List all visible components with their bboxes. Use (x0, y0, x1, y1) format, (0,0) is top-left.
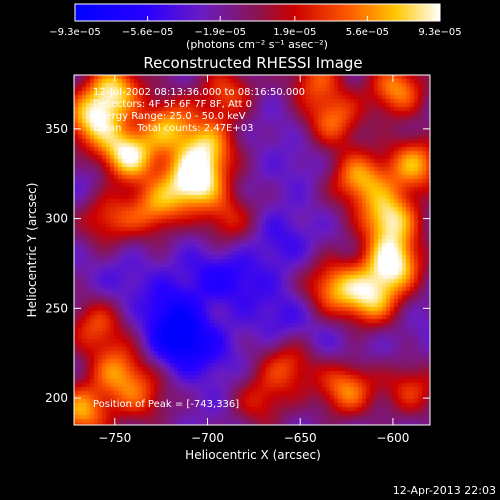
x-tick-label: −700 (191, 431, 224, 445)
annotation-time: 12-Jul-2002 08:13:36.000 to 08:16:50.000 (93, 87, 305, 98)
annotation-counts: Clean Total counts: 2.47E+03 (93, 123, 253, 134)
peak-position-label: Position of Peak = [-743,336] (93, 399, 239, 410)
y-tick-label: 300 (45, 212, 68, 226)
chart-title: Reconstructed RHESSI Image (143, 54, 362, 72)
x-tick-label: −650 (284, 431, 317, 445)
colorbar-tick-label: 9.3e−05 (418, 27, 461, 38)
x-axis-label: Heliocentric X (arcsec) (185, 448, 321, 462)
annotation-energy: Energy Range: 25.0 - 50.0 keV (93, 111, 246, 122)
plot-frame (73, 74, 431, 426)
annotation-detectors: Detectors: 4F 5F 6F 7F 8F, Att 0 (93, 99, 252, 110)
y-tick-label: 350 (45, 122, 68, 136)
colorbar-tick-label: −5.6e−05 (122, 27, 174, 38)
timestamp: 12-Apr-2013 22:03 (393, 484, 496, 497)
colorbar (74, 3, 441, 22)
y-tick-label: 200 (45, 391, 68, 405)
annotation-block: 12-Jul-2002 08:13:36.000 to 08:16:50.000… (93, 87, 305, 134)
heatmap-image (74, 75, 430, 425)
x-tick-label: −600 (376, 431, 409, 445)
colorbar-tick-label: 5.6e−05 (346, 27, 389, 38)
colorbar-units: (photons cm⁻² s⁻¹ asec⁻²) (186, 38, 328, 51)
y-axis-label: Heliocentric Y (arcsec) (25, 183, 39, 318)
y-tick-label: 250 (45, 301, 68, 315)
colorbar-ticks: −9.3e−05 −5.6e−05 −1.9e−05 1.9e−05 5.6e−05 9.… (49, 16, 462, 38)
axis-ticks: −750 −700 −650 −600 200 250 300 350 (45, 75, 430, 445)
colorbar-tick-label: 1.9e−05 (273, 27, 316, 38)
colorbar-tick-label: −9.3e−05 (49, 27, 101, 38)
x-tick-label: −750 (98, 431, 131, 445)
colorbar-tick-label: −1.9e−05 (194, 27, 246, 38)
